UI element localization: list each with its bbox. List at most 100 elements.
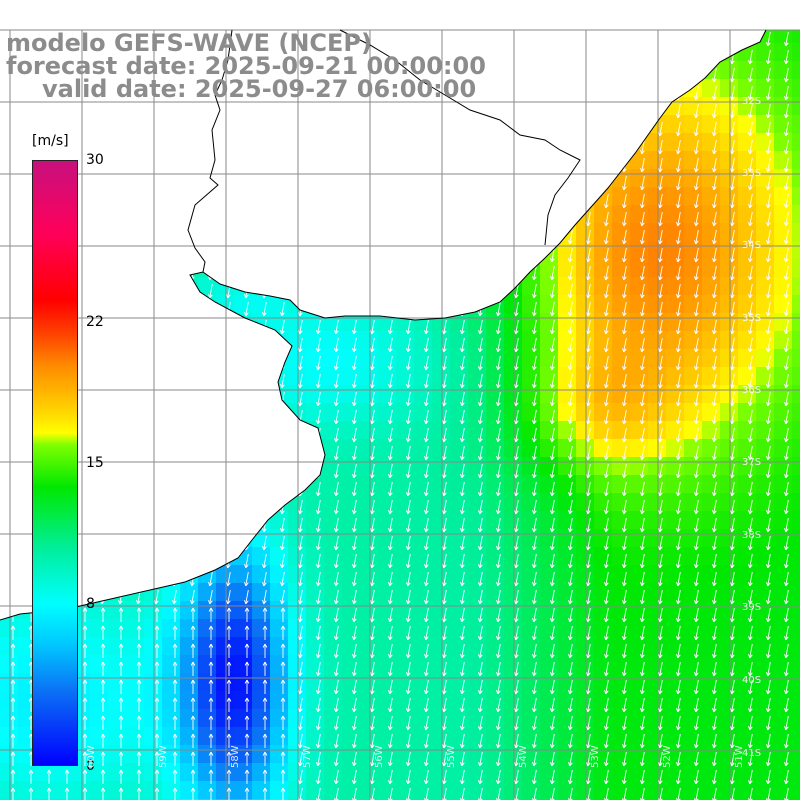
wind-speed-cell <box>630 349 649 368</box>
wind-arrow <box>568 248 573 263</box>
wind-speed-cell <box>198 709 217 728</box>
wind-arrow <box>370 554 375 569</box>
wind-speed-cell <box>774 277 793 296</box>
wind-arrow <box>658 608 663 623</box>
wind-speed-cell <box>198 727 217 746</box>
wind-speed-cell <box>306 529 325 548</box>
wind-arrow <box>298 644 303 659</box>
wind-speed-cell <box>324 403 343 422</box>
wind-arrow <box>676 518 681 533</box>
wind-speed-cell <box>270 547 289 566</box>
wind-speed-cell <box>342 331 361 350</box>
wind-arrow <box>208 284 213 299</box>
wind-speed-cell <box>522 709 541 728</box>
wind-speed-cell <box>450 475 469 494</box>
wind-speed-cell <box>612 439 631 458</box>
wind-speed-cell <box>576 331 595 350</box>
wind-arrow <box>496 716 501 731</box>
wind-speed-cell <box>378 637 397 656</box>
wind-speed-cell <box>684 691 703 710</box>
wind-arrow <box>604 500 609 515</box>
wind-arrow <box>496 698 501 713</box>
wind-arrow <box>190 661 196 676</box>
wind-arrow <box>550 716 555 731</box>
wind-arrow <box>748 302 753 317</box>
wind-arrow <box>748 212 753 227</box>
wind-arrow <box>352 446 357 461</box>
wind-arrow <box>388 446 393 461</box>
wind-arrow <box>280 661 286 676</box>
wind-arrow <box>172 590 177 605</box>
wind-speed-cell <box>504 619 523 638</box>
wind-speed-cell <box>198 619 217 638</box>
wind-speed-cell <box>702 637 721 656</box>
wind-arrow <box>784 626 789 641</box>
wind-speed-cell <box>432 637 451 656</box>
wind-arrow <box>406 446 411 461</box>
wind-speed-cell <box>792 475 800 494</box>
wind-arrow <box>442 734 447 749</box>
wind-arrow <box>640 662 645 677</box>
wind-speed-cell <box>126 763 145 782</box>
wind-arrow <box>82 679 88 694</box>
wind-arrow <box>244 661 250 676</box>
wind-speed-cell <box>36 781 55 800</box>
wind-speed-cell <box>414 331 433 350</box>
wind-arrow <box>730 770 735 785</box>
wind-speed-cell <box>90 637 109 656</box>
wind-speed-cell <box>378 403 397 422</box>
wind-arrow <box>622 734 627 749</box>
wind-speed-cell <box>738 133 757 152</box>
wind-speed-cell <box>360 457 379 476</box>
wind-speed-cell <box>756 403 775 422</box>
wind-speed-cell <box>702 223 721 242</box>
wind-speed-cell <box>720 79 739 98</box>
wind-speed-cell <box>792 655 800 674</box>
wind-speed-cell <box>522 565 541 584</box>
wind-arrow <box>136 751 142 766</box>
wind-speed-cell <box>504 529 523 548</box>
wind-speed-cell <box>486 763 505 782</box>
wind-arrow <box>334 536 339 551</box>
wind-speed-cell <box>324 349 343 368</box>
wind-speed-cell <box>702 583 721 602</box>
wind-speed-cell <box>324 691 343 710</box>
wind-speed-cell <box>360 493 379 512</box>
wind-speed-cell <box>558 727 577 746</box>
wind-speed-cell <box>612 457 631 476</box>
wind-arrow <box>82 625 88 640</box>
wind-speed-cell <box>342 421 361 440</box>
wind-arrow <box>568 680 573 695</box>
wind-speed-cell <box>144 655 163 674</box>
wind-speed-cell <box>756 439 775 458</box>
wind-arrow <box>640 734 645 749</box>
wind-speed-cell <box>108 745 127 764</box>
wind-arrow <box>784 68 789 83</box>
border-line <box>187 29 581 273</box>
wind-speed-cell <box>558 259 577 278</box>
wind-arrow <box>604 428 609 443</box>
wind-arrow <box>676 446 681 461</box>
wind-arrow <box>352 464 357 479</box>
wind-speed-cell <box>288 619 307 638</box>
wind-arrow <box>640 518 645 533</box>
wind-arrow <box>730 626 735 641</box>
wind-arrow <box>118 769 124 784</box>
wind-arrow <box>784 428 789 443</box>
wind-speed-cell <box>612 475 631 494</box>
wind-speed-cell <box>396 493 415 512</box>
wind-arrow <box>784 752 789 767</box>
wind-arrow <box>604 392 609 407</box>
wind-arrow <box>208 769 214 784</box>
wind-arrow <box>694 644 699 659</box>
wind-arrow <box>190 607 196 622</box>
wind-speed-cell <box>702 601 721 620</box>
wind-speed-cell <box>342 745 361 764</box>
wind-speed-cell <box>720 133 739 152</box>
wind-speed-cell <box>468 547 487 566</box>
wind-speed-cell <box>540 331 559 350</box>
wind-speed-cell <box>612 781 631 800</box>
wind-speed-cell <box>720 655 739 674</box>
wind-speed-cell <box>378 349 397 368</box>
